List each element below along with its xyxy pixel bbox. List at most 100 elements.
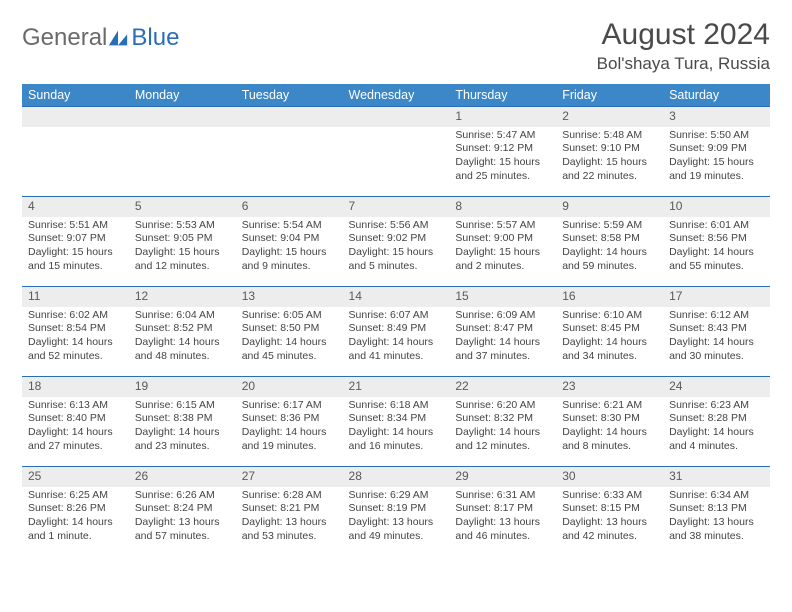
day-cell: 11Sunrise: 6:02 AMSunset: 8:54 PMDayligh…	[22, 286, 129, 376]
daylight-line: and 34 minutes.	[562, 350, 657, 364]
day-number: 1	[449, 107, 556, 127]
daynum-row: 31	[663, 466, 770, 487]
daynum-row: 27	[236, 466, 343, 487]
day-number: 14	[343, 287, 450, 307]
day-cell: 10Sunrise: 6:01 AMSunset: 8:56 PMDayligh…	[663, 196, 770, 286]
logo-text-blue: Blue	[131, 24, 179, 52]
sunrise-line: Sunrise: 6:17 AM	[242, 399, 337, 413]
weekday-header: Friday	[556, 84, 663, 106]
day-number: 9	[556, 197, 663, 217]
day-number: 30	[556, 467, 663, 487]
sunrise-line: Sunrise: 6:15 AM	[135, 399, 230, 413]
daylight-line: and 41 minutes.	[349, 350, 444, 364]
daylight-line: and 16 minutes.	[349, 440, 444, 454]
sunset-line: Sunset: 9:07 PM	[28, 232, 123, 246]
day-cell	[129, 106, 236, 196]
weekday-header: Saturday	[663, 84, 770, 106]
daynum-row: 28	[343, 466, 450, 487]
sunset-line: Sunset: 8:38 PM	[135, 412, 230, 426]
day-body: Sunrise: 5:47 AMSunset: 9:12 PMDaylight:…	[449, 127, 556, 188]
daylight-line: Daylight: 14 hours	[669, 336, 764, 350]
sunset-line: Sunset: 8:13 PM	[669, 502, 764, 516]
day-body: Sunrise: 6:05 AMSunset: 8:50 PMDaylight:…	[236, 307, 343, 368]
daylight-line: Daylight: 15 hours	[28, 246, 123, 260]
day-number: 10	[663, 197, 770, 217]
day-number: 15	[449, 287, 556, 307]
daylight-line: and 59 minutes.	[562, 260, 657, 274]
day-body: Sunrise: 5:56 AMSunset: 9:02 PMDaylight:…	[343, 217, 450, 278]
sunset-line: Sunset: 9:04 PM	[242, 232, 337, 246]
day-body: Sunrise: 6:34 AMSunset: 8:13 PMDaylight:…	[663, 487, 770, 548]
daylight-line: Daylight: 13 hours	[669, 516, 764, 530]
sunrise-line: Sunrise: 6:20 AM	[455, 399, 550, 413]
title-block: August 2024 Bol'shaya Tura, Russia	[597, 18, 770, 74]
day-number	[22, 107, 129, 127]
sunrise-line: Sunrise: 5:56 AM	[349, 219, 444, 233]
daylight-line: and 53 minutes.	[242, 530, 337, 544]
day-number: 22	[449, 377, 556, 397]
daylight-line: and 42 minutes.	[562, 530, 657, 544]
daynum-row: 25	[22, 466, 129, 487]
day-cell: 9Sunrise: 5:59 AMSunset: 8:58 PMDaylight…	[556, 196, 663, 286]
logo-mark-icon	[107, 27, 129, 49]
day-body: Sunrise: 6:15 AMSunset: 8:38 PMDaylight:…	[129, 397, 236, 458]
sunrise-line: Sunrise: 5:57 AM	[455, 219, 550, 233]
daylight-line: and 49 minutes.	[349, 530, 444, 544]
daynum-row: 12	[129, 286, 236, 307]
sunset-line: Sunset: 8:50 PM	[242, 322, 337, 336]
day-body: Sunrise: 6:04 AMSunset: 8:52 PMDaylight:…	[129, 307, 236, 368]
daylight-line: and 12 minutes.	[455, 440, 550, 454]
day-cell: 2Sunrise: 5:48 AMSunset: 9:10 PMDaylight…	[556, 106, 663, 196]
day-cell: 3Sunrise: 5:50 AMSunset: 9:09 PMDaylight…	[663, 106, 770, 196]
day-cell: 14Sunrise: 6:07 AMSunset: 8:49 PMDayligh…	[343, 286, 450, 376]
sunrise-line: Sunrise: 6:13 AM	[28, 399, 123, 413]
day-number: 24	[663, 377, 770, 397]
day-cell: 20Sunrise: 6:17 AMSunset: 8:36 PMDayligh…	[236, 376, 343, 466]
sunset-line: Sunset: 8:45 PM	[562, 322, 657, 336]
daylight-line: and 52 minutes.	[28, 350, 123, 364]
sunrise-line: Sunrise: 6:23 AM	[669, 399, 764, 413]
day-body: Sunrise: 6:13 AMSunset: 8:40 PMDaylight:…	[22, 397, 129, 458]
daylight-line: Daylight: 14 hours	[349, 336, 444, 350]
daylight-line: Daylight: 14 hours	[562, 246, 657, 260]
sunset-line: Sunset: 8:24 PM	[135, 502, 230, 516]
day-number: 21	[343, 377, 450, 397]
daylight-line: Daylight: 13 hours	[135, 516, 230, 530]
daylight-line: Daylight: 14 hours	[349, 426, 444, 440]
weekday-header: Tuesday	[236, 84, 343, 106]
daynum-row: 20	[236, 376, 343, 397]
day-body: Sunrise: 6:21 AMSunset: 8:30 PMDaylight:…	[556, 397, 663, 458]
day-number: 29	[449, 467, 556, 487]
daylight-line: Daylight: 13 hours	[562, 516, 657, 530]
sunrise-line: Sunrise: 6:26 AM	[135, 489, 230, 503]
day-body: Sunrise: 6:10 AMSunset: 8:45 PMDaylight:…	[556, 307, 663, 368]
sunrise-line: Sunrise: 6:01 AM	[669, 219, 764, 233]
daylight-line: and 22 minutes.	[562, 170, 657, 184]
day-number: 6	[236, 197, 343, 217]
daylight-line: Daylight: 14 hours	[455, 336, 550, 350]
week-row: 11Sunrise: 6:02 AMSunset: 8:54 PMDayligh…	[22, 286, 770, 376]
day-number: 18	[22, 377, 129, 397]
sunset-line: Sunset: 8:30 PM	[562, 412, 657, 426]
day-cell: 24Sunrise: 6:23 AMSunset: 8:28 PMDayligh…	[663, 376, 770, 466]
daynum-row: 30	[556, 466, 663, 487]
daylight-line: and 15 minutes.	[28, 260, 123, 274]
sunset-line: Sunset: 9:09 PM	[669, 142, 764, 156]
daynum-row: 26	[129, 466, 236, 487]
daylight-line: Daylight: 15 hours	[562, 156, 657, 170]
weekday-header: Wednesday	[343, 84, 450, 106]
daylight-line: and 9 minutes.	[242, 260, 337, 274]
day-body: Sunrise: 6:02 AMSunset: 8:54 PMDaylight:…	[22, 307, 129, 368]
day-number: 7	[343, 197, 450, 217]
sunrise-line: Sunrise: 6:18 AM	[349, 399, 444, 413]
daynum-row: 8	[449, 196, 556, 217]
day-number: 19	[129, 377, 236, 397]
daynum-row: 4	[22, 196, 129, 217]
day-body: Sunrise: 6:20 AMSunset: 8:32 PMDaylight:…	[449, 397, 556, 458]
sunset-line: Sunset: 8:47 PM	[455, 322, 550, 336]
sunset-line: Sunset: 9:00 PM	[455, 232, 550, 246]
daylight-line: Daylight: 15 hours	[242, 246, 337, 260]
day-cell	[22, 106, 129, 196]
daylight-line: Daylight: 13 hours	[242, 516, 337, 530]
sunset-line: Sunset: 8:34 PM	[349, 412, 444, 426]
